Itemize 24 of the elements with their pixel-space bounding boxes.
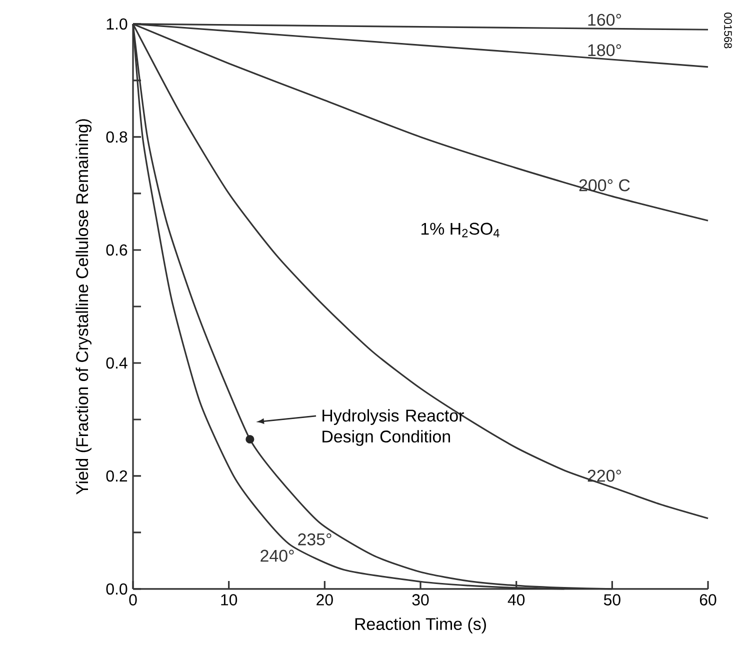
series-label: 235° [298,533,332,546]
x-axis-title: Reaction Time (s) [355,618,486,634]
series-label: 200° C [579,179,630,192]
y-tick-label: 0.6 [106,244,128,256]
annotation: Hydrolysis Reactor Design Condition [322,409,464,446]
y-tick-label: 0.4 [106,357,128,369]
y-tick-label: 0.0 [106,583,128,595]
x-tick-label: 40 [508,594,525,606]
x-tick-label: 10 [221,594,238,606]
x-tick-label: 0 [129,594,137,606]
x-tick-label: 50 [604,594,620,606]
y-axis-title: Yield (Fraction of Crystalline Cellulose Remaining) [76,119,92,495]
x-tick-label: 60 [700,594,716,606]
text: 001568 [724,12,732,48]
y-tick-label: 1.0 [106,18,128,30]
series-label: 160° [588,14,621,26]
y-tick-label: 0.8 [106,131,128,143]
series-label: 180° [588,44,621,56]
x-tick-label: 30 [412,594,429,606]
series-label: 240° [260,550,294,562]
x-tick-label: 20 [316,594,333,606]
y-tick-label: 0.2 [106,470,128,482]
annotation: 1% H$_{2}$SO$_{4}$ [421,222,500,238]
series-label: 220° [588,470,621,482]
